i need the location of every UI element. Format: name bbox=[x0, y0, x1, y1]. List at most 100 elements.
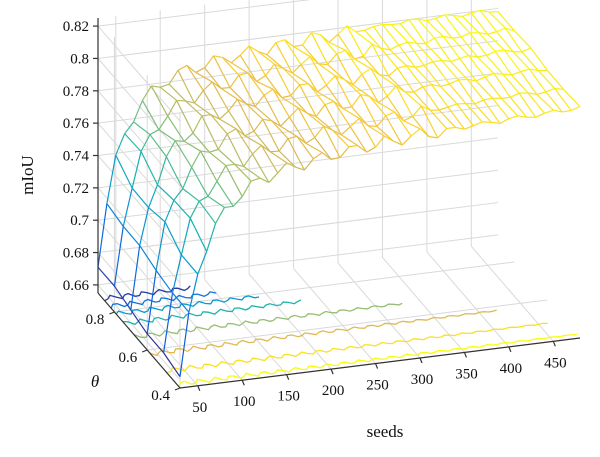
z-tick-label: 0.8 bbox=[70, 51, 89, 67]
surface-mesh-line bbox=[487, 33, 505, 51]
surface-mesh-line bbox=[381, 24, 400, 46]
surface-mesh-line bbox=[97, 203, 108, 268]
surface-mesh-line bbox=[248, 45, 267, 76]
surface-mesh-line bbox=[219, 110, 229, 120]
surface-mesh-line bbox=[180, 218, 191, 256]
surface-mesh-line bbox=[496, 27, 506, 33]
surface-mesh-line bbox=[399, 19, 410, 25]
surface-mesh-line bbox=[371, 43, 390, 77]
surface-mesh-line bbox=[426, 20, 444, 37]
surface-mesh-line bbox=[311, 32, 321, 36]
surface-mesh-line bbox=[450, 57, 460, 63]
surface-mesh-line bbox=[273, 63, 292, 96]
surface-mesh-line bbox=[290, 84, 301, 97]
surface-mesh-line bbox=[520, 71, 538, 95]
surface-mesh-line bbox=[397, 65, 407, 69]
surface-mesh-line bbox=[431, 84, 449, 108]
surface-mesh-line bbox=[395, 85, 414, 117]
surface-mesh-line bbox=[201, 115, 219, 150]
y-tick-label: 0.4 bbox=[151, 388, 170, 404]
surface-mesh-line bbox=[460, 32, 471, 38]
x-tick-label: 150 bbox=[277, 389, 300, 405]
surface-mesh-line bbox=[554, 88, 572, 111]
surface-mesh-line bbox=[210, 114, 228, 135]
surface-mesh-line bbox=[432, 61, 450, 85]
surface-mesh-line bbox=[222, 57, 240, 76]
surface-mesh-line bbox=[361, 67, 372, 75]
surface-mesh-line bbox=[337, 25, 348, 35]
surface-mesh-line bbox=[288, 107, 299, 118]
contour-layer bbox=[104, 285, 577, 387]
surface-mesh-line bbox=[225, 163, 235, 167]
surface-mesh-line bbox=[371, 43, 382, 49]
surface-mesh-line bbox=[149, 129, 160, 136]
surface-mesh-line bbox=[563, 88, 581, 107]
surface-mesh-line bbox=[213, 55, 231, 88]
surface-mesh-line bbox=[511, 74, 529, 94]
surface-mesh-line bbox=[315, 116, 333, 131]
surface-mesh-line bbox=[278, 150, 296, 168]
surface-mesh-line bbox=[265, 75, 283, 98]
surface-mesh-line bbox=[280, 125, 298, 137]
surface-mesh-line bbox=[284, 39, 294, 48]
surface-mesh-line bbox=[512, 51, 530, 70]
surface-mesh-line bbox=[211, 81, 230, 112]
surface-mesh-line bbox=[385, 115, 403, 146]
surface-mesh-line bbox=[502, 73, 520, 94]
surface-mesh-line bbox=[535, 112, 545, 118]
surface-mesh-line bbox=[234, 163, 244, 168]
surface-mesh-line bbox=[355, 29, 365, 33]
surface-mesh-line bbox=[475, 76, 486, 82]
surface-mesh-line bbox=[310, 32, 329, 65]
surface-mesh-line bbox=[451, 37, 470, 56]
surface-mesh-line bbox=[370, 68, 388, 97]
surface-mesh-line bbox=[182, 188, 200, 202]
surface-mesh-line bbox=[373, 23, 383, 28]
surface-mesh-line bbox=[160, 83, 170, 88]
surface-mesh-line bbox=[179, 312, 190, 377]
surface-mesh-line bbox=[163, 292, 174, 353]
surface-mesh-line bbox=[156, 156, 167, 185]
surface-mesh-line bbox=[399, 23, 418, 44]
surface-mesh-line bbox=[379, 74, 389, 77]
surface-mesh-line bbox=[342, 106, 352, 109]
surface-mesh-line bbox=[188, 274, 199, 313]
surface-mesh-line bbox=[122, 187, 133, 227]
surface-mesh-line bbox=[262, 119, 280, 152]
surface-mesh-line bbox=[124, 133, 142, 152]
contour-line bbox=[178, 333, 577, 387]
surface-mesh-line bbox=[141, 100, 160, 130]
surface-mesh-line bbox=[449, 79, 459, 85]
surface-mesh-line bbox=[141, 85, 152, 101]
surface-mesh-line bbox=[328, 33, 339, 43]
surface-mesh-line bbox=[185, 100, 203, 117]
surface-mesh-line bbox=[341, 134, 359, 147]
surface-mesh-line bbox=[546, 69, 565, 90]
surface-mesh-line bbox=[388, 67, 398, 77]
surface-mesh-line bbox=[485, 54, 504, 75]
surface-mesh-line bbox=[570, 106, 581, 112]
surface-mesh-line bbox=[502, 73, 512, 76]
surface-mesh-line bbox=[284, 39, 302, 66]
x-tick-mark bbox=[463, 352, 468, 358]
grid-line bbox=[97, 187, 181, 284]
z-tick-label: 0.66 bbox=[63, 278, 90, 294]
surface-mesh-line bbox=[364, 29, 382, 49]
surface-mesh-line bbox=[266, 54, 284, 69]
surface-mesh-line bbox=[361, 73, 379, 103]
surface-mesh-line bbox=[510, 92, 520, 98]
surface-mesh-line bbox=[195, 67, 205, 73]
surface-mesh-line bbox=[115, 154, 133, 189]
surface-mesh-line bbox=[280, 116, 290, 127]
contour-line bbox=[133, 302, 403, 338]
surface-mesh-line bbox=[209, 151, 227, 167]
surface-mesh-line bbox=[239, 45, 250, 56]
x-tick-label: 400 bbox=[500, 361, 523, 377]
surface-mesh-line bbox=[164, 221, 182, 256]
surface-mesh-line bbox=[462, 12, 472, 17]
surface-mesh-line bbox=[238, 72, 248, 76]
surface-mesh-line bbox=[398, 41, 408, 46]
surface-mesh-line bbox=[193, 90, 204, 104]
surface-mesh-line bbox=[362, 55, 381, 76]
surface-mesh-line bbox=[140, 134, 151, 152]
